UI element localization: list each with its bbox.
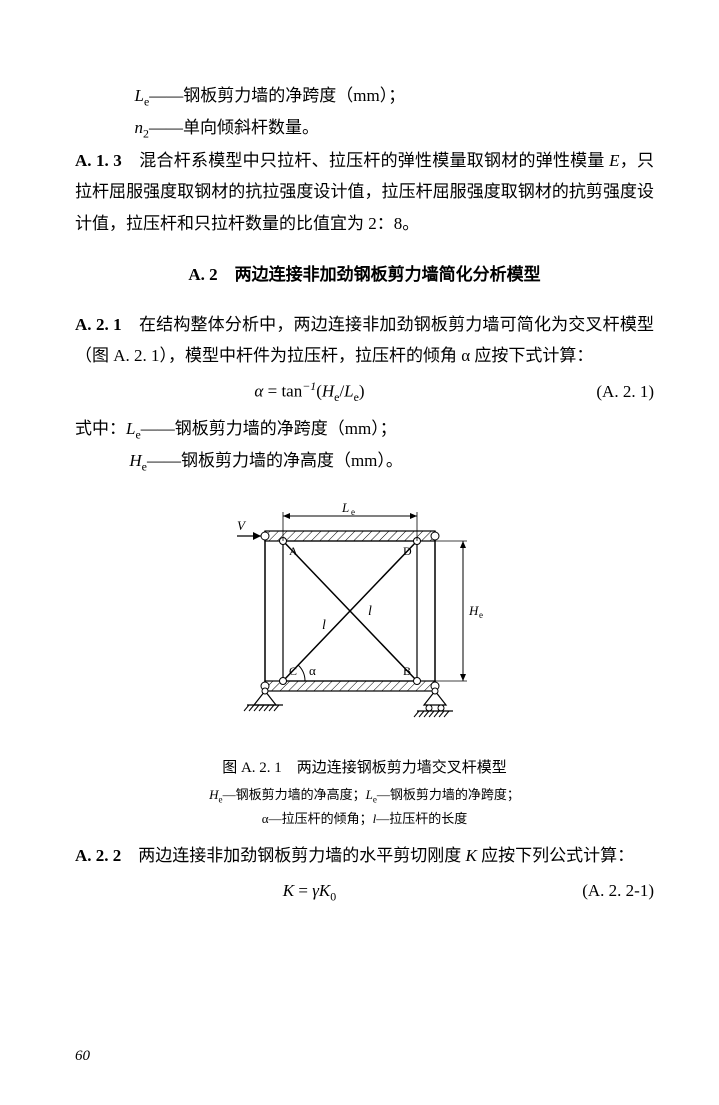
body-a13: 混合杆系模型中只拉杆、拉压杆的弹性模量取钢材的弹性模量 E，只拉杆屈服强度取钢材… [75,151,654,233]
eq-a221-expr: K = γK0 [75,875,544,907]
svg-text:C: C [289,664,297,678]
para-a13: A. 1. 3 混合杆系模型中只拉杆、拉压杆的弹性模量取钢材的弹性模量 E，只拉… [75,145,654,239]
para-a21: A. 2. 1 在结构整体分析中，两边连接非加劲钢板剪力墙可简化为交叉杆模型（图… [75,309,654,372]
equation-a21: α = tan−1(He/Le) (A. 2. 1) [75,375,654,408]
where-he: He——钢板剪力墙的净高度（mm）。 [75,445,654,477]
svg-text:α: α [309,663,316,678]
svg-text:B: B [403,664,411,678]
svg-text:D: D [403,544,412,558]
body-a22: 两边连接非加劲钢板剪力墙的水平剪切刚度 K 应按下列公式计算： [121,846,634,865]
svg-text:l: l [322,618,326,633]
svg-text:H: H [468,603,479,618]
figure-caption: 图 A. 2. 1 两边连接钢板剪力墙交叉杆模型 [75,755,654,783]
eq-a21-num: (A. 2. 1) [544,376,654,407]
body-a21: 在结构整体分析中，两边连接非加劲钢板剪力墙可简化为交叉杆模型（图 A. 2. 1… [75,315,654,365]
where-block: 式中：Le——钢板剪力墙的净跨度（mm）； [75,413,654,445]
head-a22: A. 2. 2 [75,846,121,865]
def-n2: n2——单向倾斜杆数量。 [75,112,654,144]
figure-svg: VLeHeADCBllα [225,491,505,741]
eq-a221-num: (A. 2. 2-1) [544,875,654,906]
head-a21: A. 2. 1 [75,315,122,334]
def-le: Le——钢板剪力墙的净跨度（mm）； [75,80,654,112]
section-a2-heading: A. 2 两边连接非加劲钢板剪力墙简化分析模型 [75,259,654,290]
svg-text:e: e [351,507,355,517]
figure-subcaption-2: α—拉压杆的倾角；l—拉压杆的长度 [75,809,654,830]
equation-a221: K = γK0 (A. 2. 2-1) [75,875,654,907]
where-le: Le——钢板剪力墙的净跨度（mm）； [126,419,397,438]
svg-text:V: V [237,518,247,533]
figure-a21: VLeHeADCBllα 图 A. 2. 1 两边连接钢板剪力墙交叉杆模型 He… [75,491,654,830]
svg-text:e: e [479,610,483,620]
para-a22: A. 2. 2 两边连接非加劲钢板剪力墙的水平剪切刚度 K 应按下列公式计算： [75,840,654,871]
svg-text:l: l [368,604,372,619]
eq-a21-expr: α = tan−1(He/Le) [75,375,544,408]
head-a13: A. 1. 3 [75,151,122,170]
page-number: 60 [75,1043,90,1071]
figure-subcaption-1: He—钢板剪力墙的净高度；Le—钢板剪力墙的净跨度； [75,785,654,807]
where-prefix: 式中： [75,419,126,438]
svg-text:L: L [341,500,349,515]
svg-text:A: A [289,544,298,558]
